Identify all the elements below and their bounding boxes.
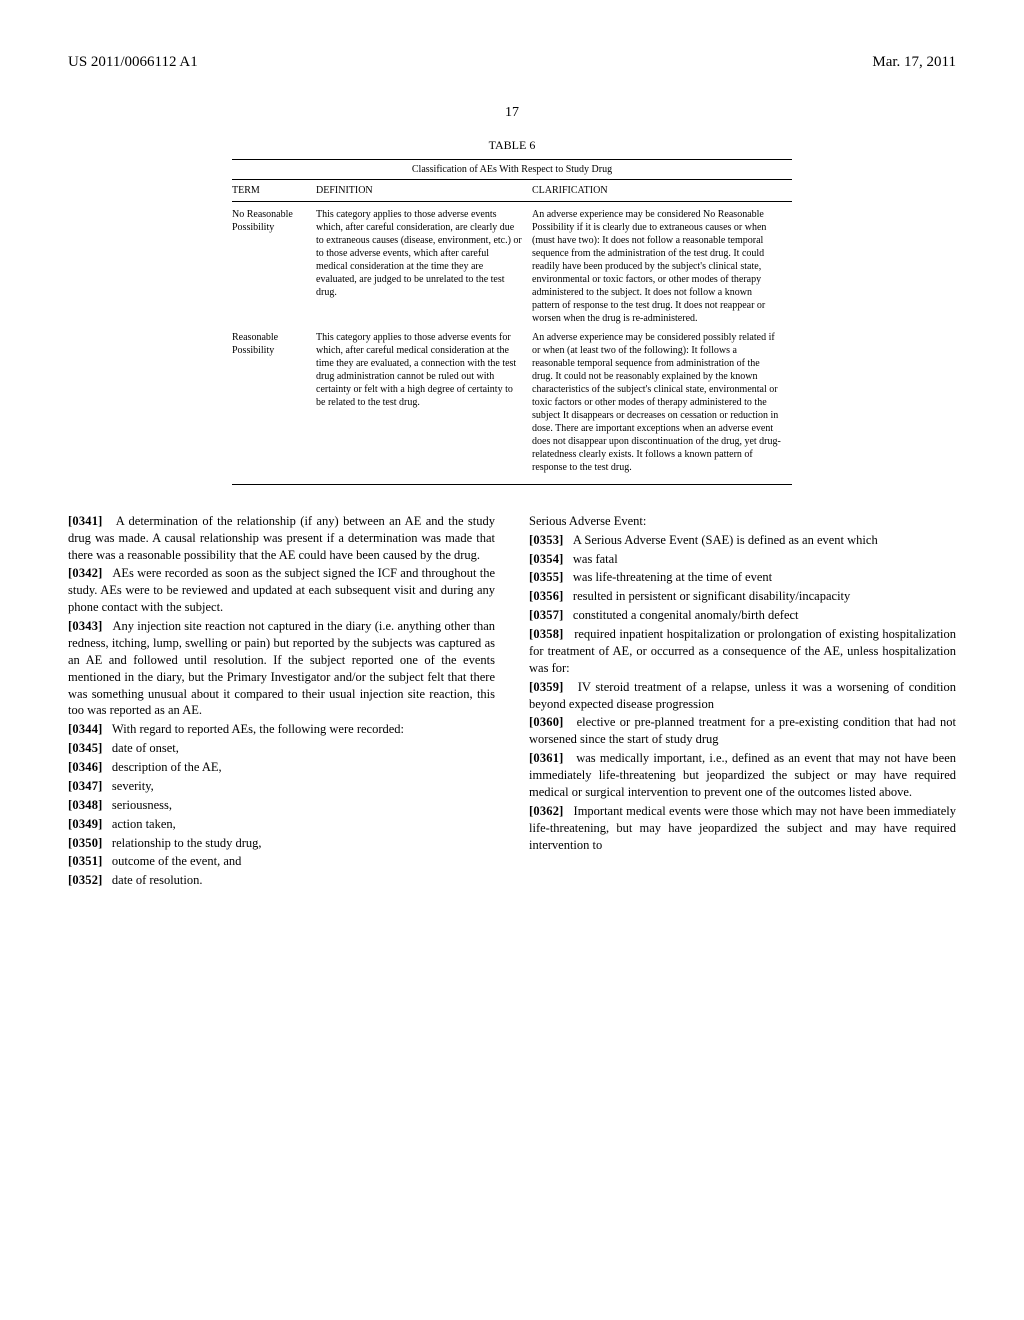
para-text: date of resolution. bbox=[112, 873, 203, 887]
table-6: TABLE 6 Classification of AEs With Respe… bbox=[232, 137, 792, 485]
para-0345: [0345] date of onset, bbox=[68, 740, 495, 757]
para-0357: [0357] constituted a congenital anomaly/… bbox=[529, 607, 956, 624]
cell-term: No Reasonable Possibility bbox=[232, 201, 316, 325]
table-row: No Reasonable Possibility This category … bbox=[232, 201, 792, 325]
right-column: Serious Adverse Event: [0353] A Serious … bbox=[529, 513, 956, 891]
para-text: was fatal bbox=[573, 552, 618, 566]
para-text: severity, bbox=[112, 779, 154, 793]
para-text: constituted a congenital anomaly/birth d… bbox=[573, 608, 799, 622]
para-num: [0356] bbox=[529, 589, 564, 603]
para-text: seriousness, bbox=[112, 798, 172, 812]
para-text: was life-threatening at the time of even… bbox=[573, 570, 772, 584]
para-text: resulted in persistent or significant di… bbox=[573, 589, 850, 603]
para-text: A determination of the relationship (if … bbox=[68, 514, 495, 562]
para-text: description of the AE, bbox=[112, 760, 222, 774]
para-0359: [0359] IV steroid treatment of a relapse… bbox=[529, 679, 956, 713]
para-0356: [0356] resulted in persistent or signifi… bbox=[529, 588, 956, 605]
para-num: [0346] bbox=[68, 760, 103, 774]
para-text: With regard to reported AEs, the followi… bbox=[112, 722, 404, 736]
para-num: [0343] bbox=[68, 619, 103, 633]
para-text: relationship to the study drug, bbox=[112, 836, 262, 850]
para-num: [0347] bbox=[68, 779, 103, 793]
para-0342: [0342] AEs were recorded as soon as the … bbox=[68, 565, 495, 616]
para-0360: [0360] elective or pre-planned treatment… bbox=[529, 714, 956, 748]
para-0349: [0349] action taken, bbox=[68, 816, 495, 833]
patent-number: US 2011/0066112 A1 bbox=[68, 52, 198, 72]
para-text: Important medical events were those whic… bbox=[529, 804, 956, 852]
para-num: [0345] bbox=[68, 741, 103, 755]
para-num: [0354] bbox=[529, 552, 564, 566]
cell-clarification: An adverse experience may be considered … bbox=[532, 201, 792, 325]
para-0362: [0362] Important medical events were tho… bbox=[529, 803, 956, 854]
para-num: [0357] bbox=[529, 608, 564, 622]
table-subtitle: Classification of AEs With Respect to St… bbox=[232, 159, 792, 179]
para-num: [0351] bbox=[68, 854, 103, 868]
cell-term: Reasonable Possibility bbox=[232, 325, 316, 480]
para-0346: [0346] description of the AE, bbox=[68, 759, 495, 776]
para-0344: [0344] With regard to reported AEs, the … bbox=[68, 721, 495, 738]
para-text: Any injection site reaction not captured… bbox=[68, 619, 495, 717]
para-0354: [0354] was fatal bbox=[529, 551, 956, 568]
para-text: outcome of the event, and bbox=[112, 854, 241, 868]
para-text: action taken, bbox=[112, 817, 176, 831]
sae-heading: Serious Adverse Event: bbox=[529, 513, 956, 530]
table-row: Reasonable Possibility This category app… bbox=[232, 325, 792, 480]
para-num: [0350] bbox=[68, 836, 103, 850]
para-text: was medically important, i.e., defined a… bbox=[529, 751, 956, 799]
para-num: [0362] bbox=[529, 804, 564, 818]
para-0353: [0353] A Serious Adverse Event (SAE) is … bbox=[529, 532, 956, 549]
para-0350: [0350] relationship to the study drug, bbox=[68, 835, 495, 852]
para-text: IV steroid treatment of a relapse, unles… bbox=[529, 680, 956, 711]
page-header: US 2011/0066112 A1 Mar. 17, 2011 bbox=[68, 52, 956, 72]
para-num: [0352] bbox=[68, 873, 103, 887]
para-num: [0348] bbox=[68, 798, 103, 812]
para-num: [0344] bbox=[68, 722, 103, 736]
left-column: [0341] A determination of the relationsh… bbox=[68, 513, 495, 891]
para-num: [0341] bbox=[68, 514, 103, 528]
para-num: [0359] bbox=[529, 680, 564, 694]
para-0347: [0347] severity, bbox=[68, 778, 495, 795]
para-num: [0342] bbox=[68, 566, 103, 580]
para-text: elective or pre-planned treatment for a … bbox=[529, 715, 956, 746]
para-text: required inpatient hospitalization or pr… bbox=[529, 627, 956, 675]
cell-definition: This category applies to those adverse e… bbox=[316, 325, 532, 480]
table-title: TABLE 6 bbox=[232, 137, 792, 153]
para-0343: [0343] Any injection site reaction not c… bbox=[68, 618, 495, 719]
para-0348: [0348] seriousness, bbox=[68, 797, 495, 814]
para-0341: [0341] A determination of the relationsh… bbox=[68, 513, 495, 564]
cell-clarification: An adverse experience may be considered … bbox=[532, 325, 792, 480]
th-clarification: CLARIFICATION bbox=[532, 179, 792, 201]
para-num: [0360] bbox=[529, 715, 564, 729]
page-number: 17 bbox=[68, 104, 956, 123]
th-term: TERM bbox=[232, 179, 316, 201]
table-bottom-rule bbox=[232, 484, 792, 485]
para-text: AEs were recorded as soon as the subject… bbox=[68, 566, 495, 614]
cell-definition: This category applies to those adverse e… bbox=[316, 201, 532, 325]
para-0361: [0361] was medically important, i.e., de… bbox=[529, 750, 956, 801]
para-text: date of onset, bbox=[112, 741, 179, 755]
para-num: [0358] bbox=[529, 627, 564, 641]
para-text: A Serious Adverse Event (SAE) is defined… bbox=[573, 533, 878, 547]
publication-date: Mar. 17, 2011 bbox=[872, 52, 956, 72]
para-num: [0349] bbox=[68, 817, 103, 831]
para-0352: [0352] date of resolution. bbox=[68, 872, 495, 889]
para-num: [0355] bbox=[529, 570, 564, 584]
para-num: [0361] bbox=[529, 751, 564, 765]
classification-table: TERM DEFINITION CLARIFICATION No Reasona… bbox=[232, 179, 792, 480]
para-0355: [0355] was life-threatening at the time … bbox=[529, 569, 956, 586]
th-definition: DEFINITION bbox=[316, 179, 532, 201]
para-num: [0353] bbox=[529, 533, 564, 547]
para-0358: [0358] required inpatient hospitalizatio… bbox=[529, 626, 956, 677]
body-columns: [0341] A determination of the relationsh… bbox=[68, 513, 956, 891]
para-0351: [0351] outcome of the event, and bbox=[68, 853, 495, 870]
